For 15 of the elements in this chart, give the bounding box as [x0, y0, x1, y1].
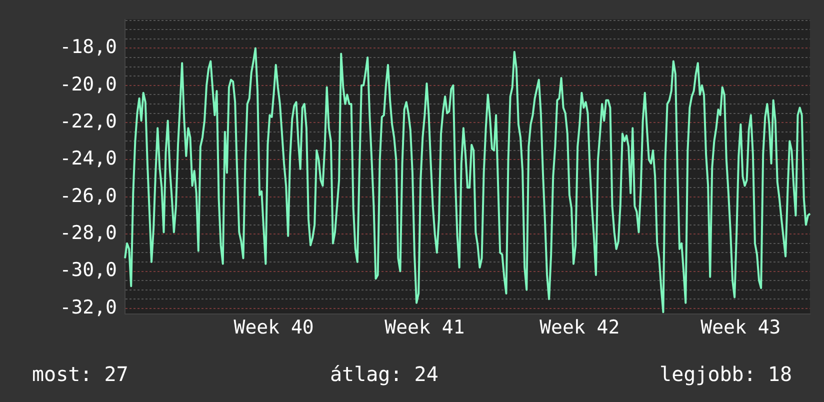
- text: most: 27: [32, 362, 128, 386]
- y-tick-label: -22,0: [60, 110, 117, 132]
- x-tick-label: Week 43: [700, 316, 781, 338]
- text: legjobb: 18: [660, 362, 792, 386]
- y-tick-label: -20,0: [60, 73, 117, 96]
- y-tick-label: -30,0: [60, 259, 117, 282]
- text: átlag: 24: [330, 362, 438, 386]
- x-tick-label: Week 40: [234, 316, 314, 338]
- y-tick-label: -32,0: [60, 296, 117, 318]
- y-tick-label: -18,0: [60, 36, 117, 58]
- y-tick-label: -28,0: [60, 222, 117, 244]
- x-tick-label: Week 42: [540, 316, 620, 338]
- y-tick-label: -26,0: [60, 184, 117, 207]
- y-tick-label: -24,0: [60, 148, 117, 170]
- x-tick-label: Week 41: [384, 316, 465, 338]
